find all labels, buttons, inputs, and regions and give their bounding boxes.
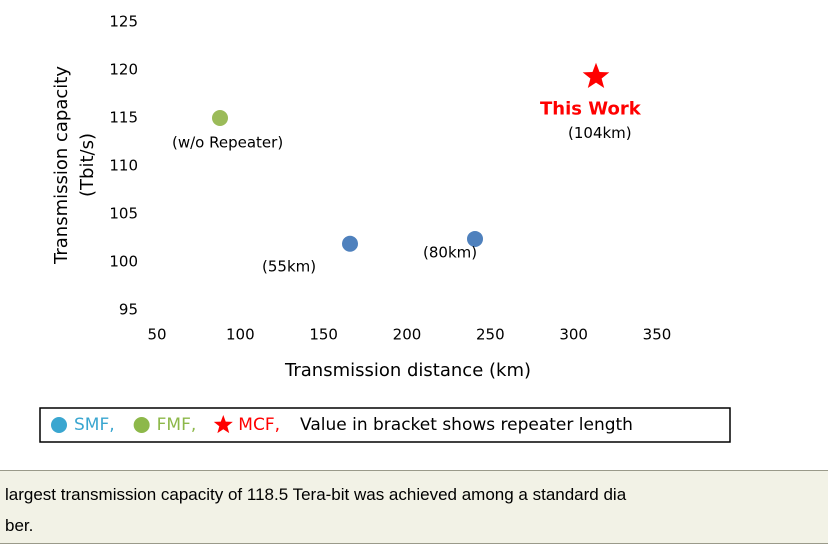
x-tick-label: 50 — [147, 326, 166, 344]
y-axis-title: Transmission capacity — [51, 66, 72, 265]
point-label: (80km) — [423, 243, 477, 261]
legend-marker — [133, 417, 150, 433]
y-tick-label: 115 — [109, 109, 138, 127]
x-tick-label: 150 — [309, 326, 338, 344]
x-axis-title: Transmission distance (km) — [284, 360, 531, 381]
legend-label: FMF, — [157, 415, 197, 435]
point — [582, 62, 610, 88]
y-tick-label: 105 — [109, 205, 138, 223]
point-label: (w/o Repeater) — [172, 134, 283, 152]
legend-box — [39, 407, 731, 443]
legend-note: Value in bracket shows repeater length — [300, 415, 633, 435]
chart: Transmission distance (km) Transmission … — [39, 13, 731, 443]
y-tick-label: 100 — [109, 253, 138, 271]
caption-box: largest transmission capacity of 118.5 T… — [0, 470, 828, 544]
highlight-label: This Work — [540, 99, 642, 120]
y-tick-label: 120 — [109, 61, 138, 79]
y-tick-label: 110 — [109, 157, 138, 175]
x-tick-label: 300 — [559, 326, 588, 344]
x-tick-label: 100 — [226, 326, 255, 344]
legend-marker — [51, 417, 67, 433]
legend-label: SMF, — [74, 415, 115, 435]
y-axis-title: (Tbit/s) — [77, 133, 98, 197]
point — [467, 230, 483, 247]
point — [342, 235, 358, 252]
legend-label: MCF, — [238, 415, 280, 435]
y-tick-label: 95 — [119, 301, 138, 319]
point-label: (104km) — [568, 124, 632, 142]
y-tick-label: 125 — [109, 13, 138, 31]
point-label: (55km) — [262, 257, 316, 275]
caption-line: ber. — [5, 516, 34, 535]
caption-line: largest transmission capacity of 118.5 T… — [5, 485, 627, 504]
legend-marker — [213, 415, 233, 434]
point — [212, 110, 228, 126]
x-tick-label: 350 — [643, 326, 672, 344]
x-tick-label: 200 — [393, 326, 422, 344]
x-tick-label: 250 — [476, 326, 505, 344]
